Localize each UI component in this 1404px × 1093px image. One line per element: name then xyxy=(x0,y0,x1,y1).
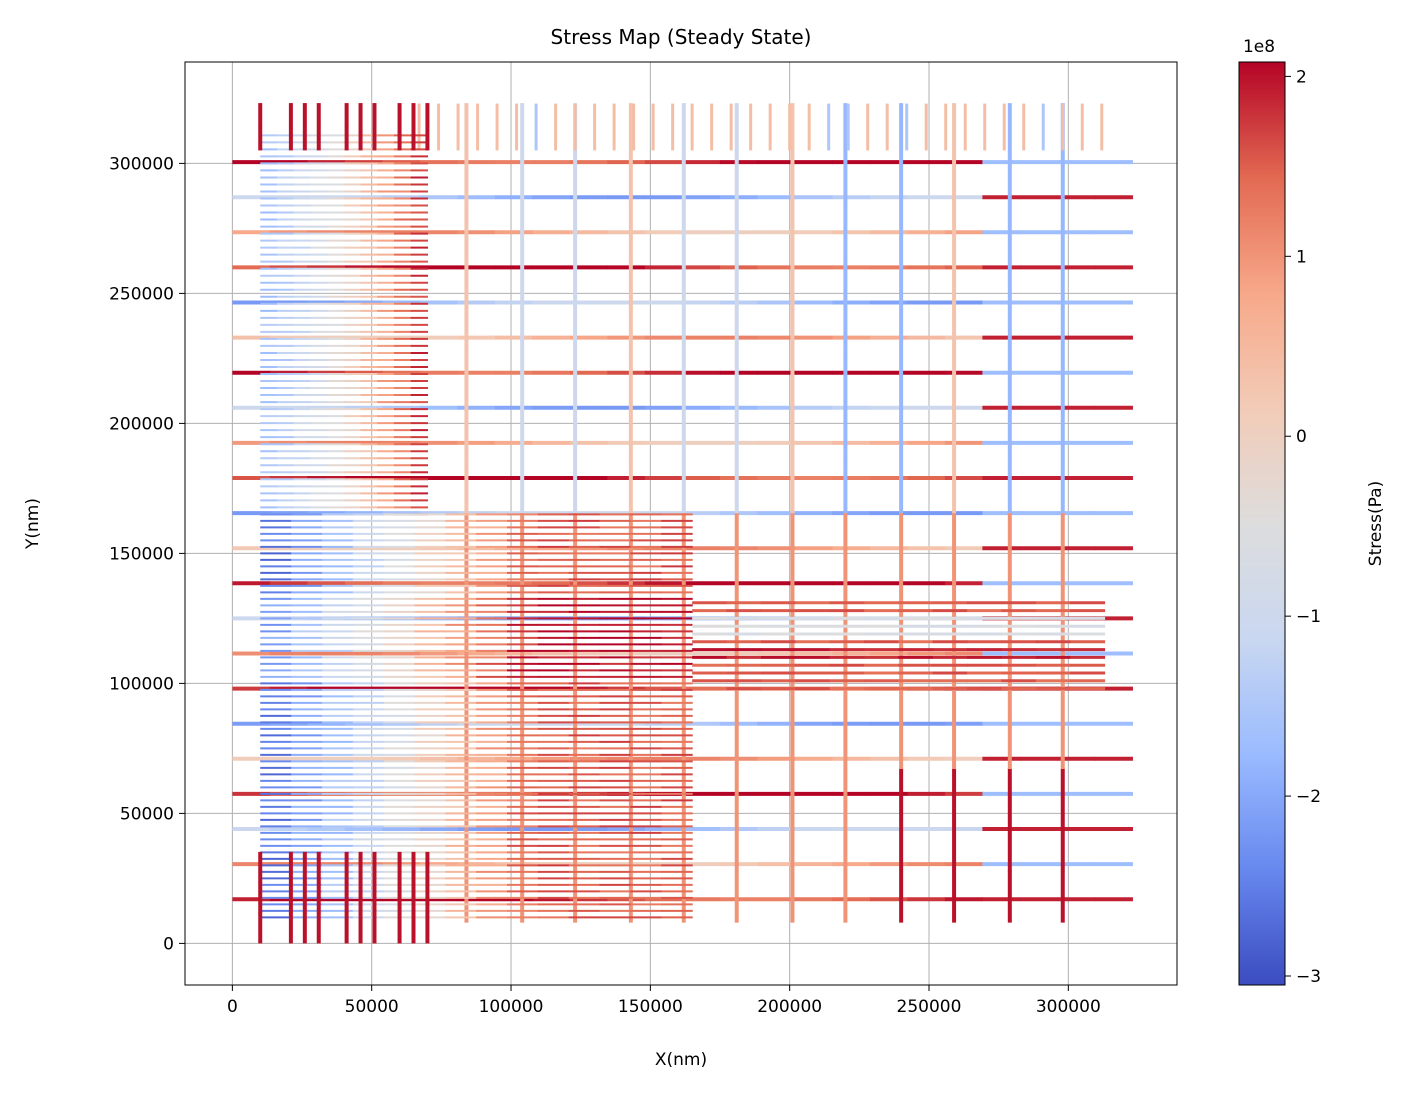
colorbar-tick-label: −3 xyxy=(1296,967,1321,987)
y-tick-label: 200000 xyxy=(109,414,174,434)
y-tick-label: 250000 xyxy=(109,284,174,304)
colorbar-tick-label: −1 xyxy=(1296,607,1321,627)
colorbar: −3 −2 −1 0 1 2 1e8 Stress(Pa) xyxy=(1238,37,1386,987)
y-tick-label: 300000 xyxy=(109,154,174,174)
x-axis-label: X(nm) xyxy=(655,1050,707,1070)
colorbar-tick-label: 1 xyxy=(1296,247,1307,267)
colorbar-ticks: −3 −2 −1 0 1 2 xyxy=(1285,67,1321,987)
x-tick-label: 0 xyxy=(227,997,238,1017)
x-tick-label: 100000 xyxy=(479,997,544,1017)
x-tick-label: 200000 xyxy=(757,997,822,1017)
stress-segments xyxy=(232,103,1133,944)
colorbar-tick-label: −2 xyxy=(1296,787,1321,807)
x-tick-label: 250000 xyxy=(897,997,962,1017)
y-tick-label: 0 xyxy=(163,934,174,954)
x-tick-label: 300000 xyxy=(1036,997,1101,1017)
y-axis-label: Y(nm) xyxy=(23,498,43,550)
colorbar-label: Stress(Pa) xyxy=(1366,481,1386,566)
axes: 0 50000 100000 150000 200000 250000 300000 0 500… xyxy=(109,154,1101,1017)
colorbar-tick-label: 2 xyxy=(1296,67,1307,87)
colorbar-tick-label: 0 xyxy=(1296,427,1307,447)
x-tick-label: 50000 xyxy=(345,997,399,1017)
y-tick-label: 150000 xyxy=(109,544,174,564)
colorbar-offset-text: 1e8 xyxy=(1243,37,1275,57)
y-tick-label: 50000 xyxy=(120,804,174,824)
x-tick-label: 150000 xyxy=(618,997,683,1017)
colorbar-gradient xyxy=(1238,61,1286,986)
y-tick-label: 100000 xyxy=(109,674,174,694)
plot-frame xyxy=(184,61,1178,986)
chart-title: Stress Map (Steady State) xyxy=(551,25,812,49)
